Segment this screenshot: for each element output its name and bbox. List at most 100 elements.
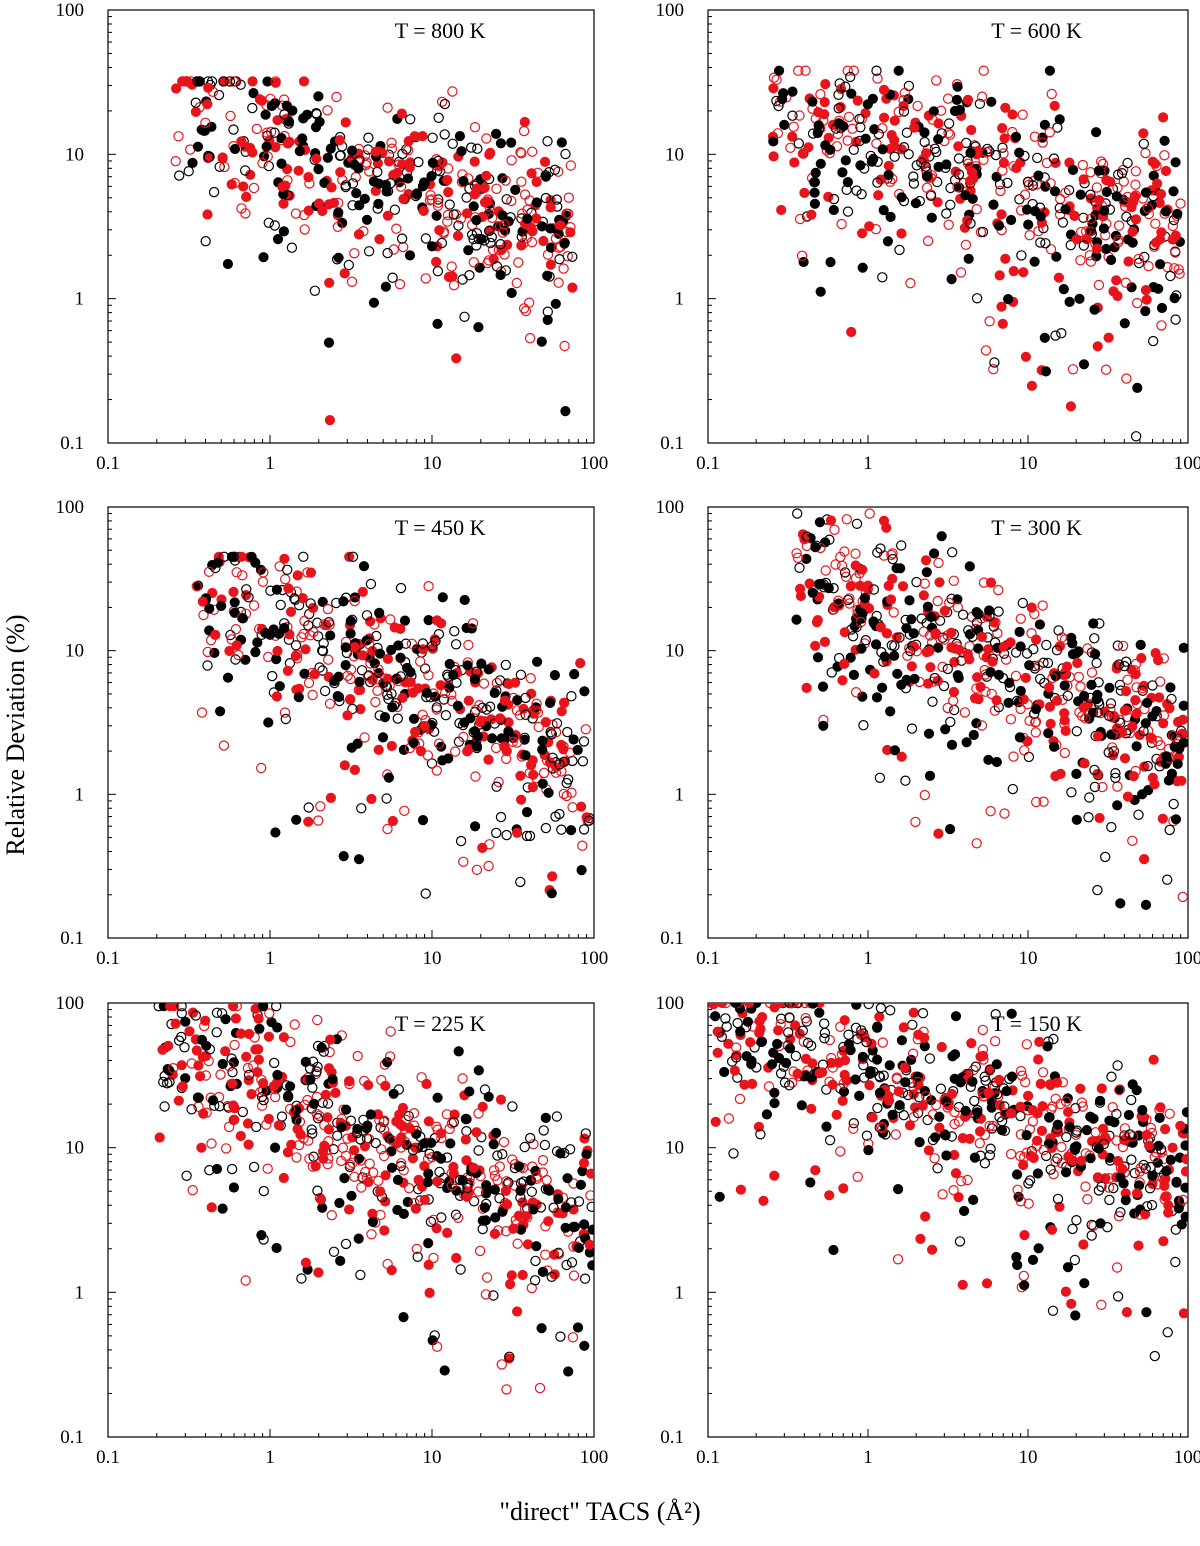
data-point (945, 199, 956, 210)
data-point (976, 91, 988, 102)
data-point (494, 675, 506, 686)
data-point (953, 141, 964, 152)
data-point (893, 1086, 904, 1097)
data-point (420, 233, 432, 244)
data-point (1040, 1150, 1052, 1162)
data-point (1115, 898, 1126, 909)
data-point (559, 237, 570, 248)
data-point (367, 1216, 378, 1228)
data-point (789, 157, 800, 168)
data-point (469, 674, 480, 685)
data-point (246, 1089, 257, 1100)
data-point (919, 1041, 930, 1052)
data-point (1155, 259, 1166, 270)
data-point (196, 707, 208, 718)
data-point (985, 577, 997, 588)
data-point (933, 828, 944, 839)
data-point (1098, 223, 1110, 234)
data-point (1032, 1168, 1044, 1179)
data-point (954, 104, 966, 115)
data-point (339, 760, 350, 771)
data-point (433, 194, 444, 205)
data-point (479, 235, 490, 246)
data-point (250, 647, 261, 658)
data-point (872, 1102, 883, 1114)
data-point (433, 738, 445, 749)
data-point (370, 146, 381, 157)
data-point (977, 1024, 989, 1036)
data-point (388, 244, 399, 255)
data-point (531, 1171, 543, 1182)
data-point (343, 259, 354, 271)
data-point (850, 687, 862, 698)
data-point (450, 639, 462, 650)
data-point (282, 564, 293, 576)
data-point (382, 185, 394, 197)
data-point (1161, 874, 1173, 885)
data-point (1057, 217, 1069, 228)
data-point (1021, 1147, 1033, 1158)
data-point (567, 1332, 579, 1343)
data-point (978, 650, 989, 661)
data-point (456, 146, 467, 157)
data-point (1137, 683, 1148, 694)
data-point (398, 241, 409, 253)
data-point (438, 227, 449, 239)
data-point (290, 208, 302, 219)
data-point (1047, 672, 1058, 684)
data-point (508, 1223, 519, 1234)
data-point (877, 144, 888, 155)
data-point (739, 1079, 750, 1090)
plot-frame (107, 1002, 595, 1438)
data-point (897, 581, 909, 592)
data-point (923, 678, 934, 689)
data-point (1177, 891, 1188, 903)
data-point (860, 635, 872, 646)
data-point (864, 1068, 876, 1080)
data-point (522, 1239, 534, 1250)
data-point (1047, 1305, 1059, 1317)
data-point (1033, 660, 1045, 671)
data-point (516, 148, 527, 159)
data-point (930, 629, 941, 640)
data-point (800, 1013, 811, 1024)
data-point (817, 681, 829, 692)
data-point (1045, 718, 1056, 729)
data-point (1000, 253, 1011, 264)
data-point (1059, 718, 1070, 730)
data-point (531, 1241, 542, 1252)
data-point (560, 1202, 572, 1213)
data-point (373, 198, 384, 209)
data-point (946, 627, 957, 638)
data-point (1102, 1221, 1113, 1233)
data-point (1156, 302, 1168, 314)
data-point (282, 189, 293, 201)
data-point (1005, 637, 1016, 648)
data-point (541, 1174, 552, 1186)
data-point (854, 135, 865, 147)
data-point (297, 133, 308, 144)
data-point (977, 226, 989, 238)
data-point (458, 731, 469, 743)
data-point (886, 549, 897, 561)
data-point (428, 1252, 439, 1264)
data-point (497, 227, 509, 238)
data-point (1075, 255, 1086, 266)
data-point (236, 136, 247, 147)
data-point (728, 1148, 739, 1159)
data-point (291, 1152, 302, 1163)
data-point (322, 152, 333, 163)
data-point (278, 226, 289, 237)
data-point (373, 1175, 384, 1187)
data-point (218, 76, 229, 87)
data-point (314, 662, 325, 673)
data-point (277, 181, 288, 192)
data-point (386, 1146, 397, 1157)
data-point (434, 1166, 445, 1178)
data-point (1045, 1164, 1056, 1175)
data-point (1120, 656, 1132, 667)
data-point (270, 1142, 281, 1153)
data-point (864, 508, 875, 519)
data-point (435, 1128, 447, 1139)
